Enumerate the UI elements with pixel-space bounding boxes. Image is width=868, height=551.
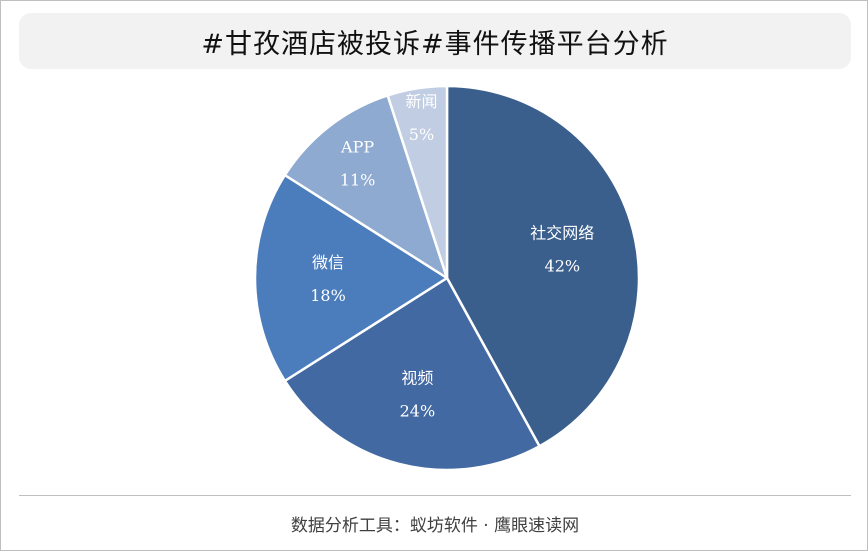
pie-slice-2 — [253, 173, 449, 383]
slice-value-label: 5% — [409, 125, 434, 144]
slice-category-label: 社交网络 — [530, 223, 594, 242]
slice-category-label: 视频 — [401, 368, 433, 387]
pie-slice-1 — [283, 276, 541, 472]
slice-value-label: 42% — [545, 256, 581, 275]
slice-category-label: APP — [340, 138, 374, 157]
chart-title: #甘孜酒店被投诉#事件传播平台分析 — [201, 28, 669, 60]
pie-slice-4 — [386, 84, 449, 280]
slice-value-label: 24% — [400, 401, 436, 420]
footer-divider — [19, 495, 851, 496]
pie-slice-0 — [445, 84, 641, 448]
title-bar: #甘孜酒店被投诉#事件传播平台分析 — [19, 13, 851, 69]
data-source-note: 数据分析工具：蚁坊软件 · 鹰眼速读网 — [290, 516, 580, 536]
slice-value-label: 18% — [310, 286, 346, 305]
slice-category-label: 微信 — [312, 253, 344, 272]
pie-slice-3 — [283, 94, 449, 280]
slice-value-label: 11% — [340, 171, 376, 190]
slice-category-label: 新闻 — [405, 92, 437, 111]
